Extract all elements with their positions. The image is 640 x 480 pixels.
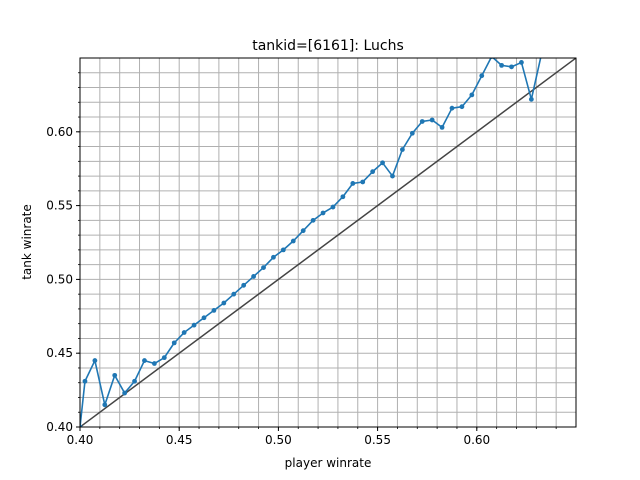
data-point bbox=[320, 210, 326, 216]
data-point bbox=[231, 291, 237, 297]
data-point bbox=[241, 282, 247, 288]
data-point bbox=[82, 378, 88, 384]
grid bbox=[80, 58, 576, 427]
y-tick-label: 0.50 bbox=[46, 272, 73, 286]
data-point bbox=[211, 307, 217, 313]
data-point bbox=[92, 358, 98, 363]
x-tick-label: 0.40 bbox=[67, 433, 94, 447]
data-point bbox=[161, 355, 167, 361]
data-point bbox=[528, 96, 534, 102]
data-point bbox=[350, 181, 356, 186]
data-point bbox=[271, 254, 276, 260]
data-point bbox=[390, 173, 395, 179]
x-tick-label: 0.50 bbox=[265, 433, 292, 447]
data-point bbox=[80, 424, 83, 427]
data-point bbox=[290, 238, 296, 244]
y-tick-label: 0.45 bbox=[46, 346, 73, 360]
data-point bbox=[409, 130, 415, 136]
ticks: 0.40 0.45 0.50 0.55 0.60 0.40 0.45 0.50 0.55 0.60 bbox=[46, 72, 557, 447]
data-point bbox=[469, 92, 475, 98]
y-tick-label: 0.60 bbox=[46, 125, 73, 139]
data-point bbox=[539, 53, 544, 58]
x-tick-label: 0.55 bbox=[364, 433, 391, 447]
series-layer bbox=[80, 53, 544, 427]
data-point bbox=[360, 179, 366, 185]
data-point bbox=[201, 315, 207, 321]
data-point bbox=[152, 361, 157, 366]
data-point bbox=[221, 300, 227, 306]
data-point bbox=[171, 340, 177, 346]
x-tick-label: 0.45 bbox=[166, 433, 193, 447]
plot-frame bbox=[79, 57, 577, 428]
data-point bbox=[340, 194, 346, 200]
data-point bbox=[112, 372, 118, 378]
chart-title: tankid=[6161]: Luchs bbox=[252, 38, 404, 54]
data-point bbox=[280, 247, 286, 253]
data-point bbox=[459, 104, 465, 110]
data-point bbox=[439, 124, 445, 130]
x-tick-label: 0.60 bbox=[463, 433, 490, 447]
data-point bbox=[479, 73, 485, 79]
y-tick-label: 0.40 bbox=[46, 420, 73, 434]
data-point bbox=[181, 330, 187, 335]
reference-layer bbox=[80, 58, 576, 427]
y-axis-label: tank winrate bbox=[20, 204, 34, 280]
data-point bbox=[132, 378, 137, 384]
data-point bbox=[261, 265, 266, 270]
data-point bbox=[400, 147, 405, 152]
data-point bbox=[370, 169, 376, 175]
reference-line bbox=[80, 58, 576, 427]
data-point bbox=[191, 322, 197, 328]
x-axis-label: player winrate bbox=[285, 456, 372, 470]
data-point bbox=[310, 217, 316, 223]
data-point bbox=[429, 117, 435, 123]
data-point bbox=[102, 402, 108, 408]
data-point bbox=[122, 390, 128, 396]
data-point bbox=[251, 274, 256, 279]
y-tick-label: 0.55 bbox=[46, 199, 73, 213]
data-point bbox=[449, 105, 455, 111]
data-point bbox=[330, 204, 336, 210]
data-point bbox=[142, 358, 147, 363]
data-point bbox=[519, 60, 524, 65]
data-point bbox=[300, 228, 306, 234]
data-point bbox=[419, 119, 425, 124]
data-point bbox=[499, 62, 504, 68]
data-point bbox=[509, 64, 514, 70]
data-point bbox=[380, 160, 385, 166]
